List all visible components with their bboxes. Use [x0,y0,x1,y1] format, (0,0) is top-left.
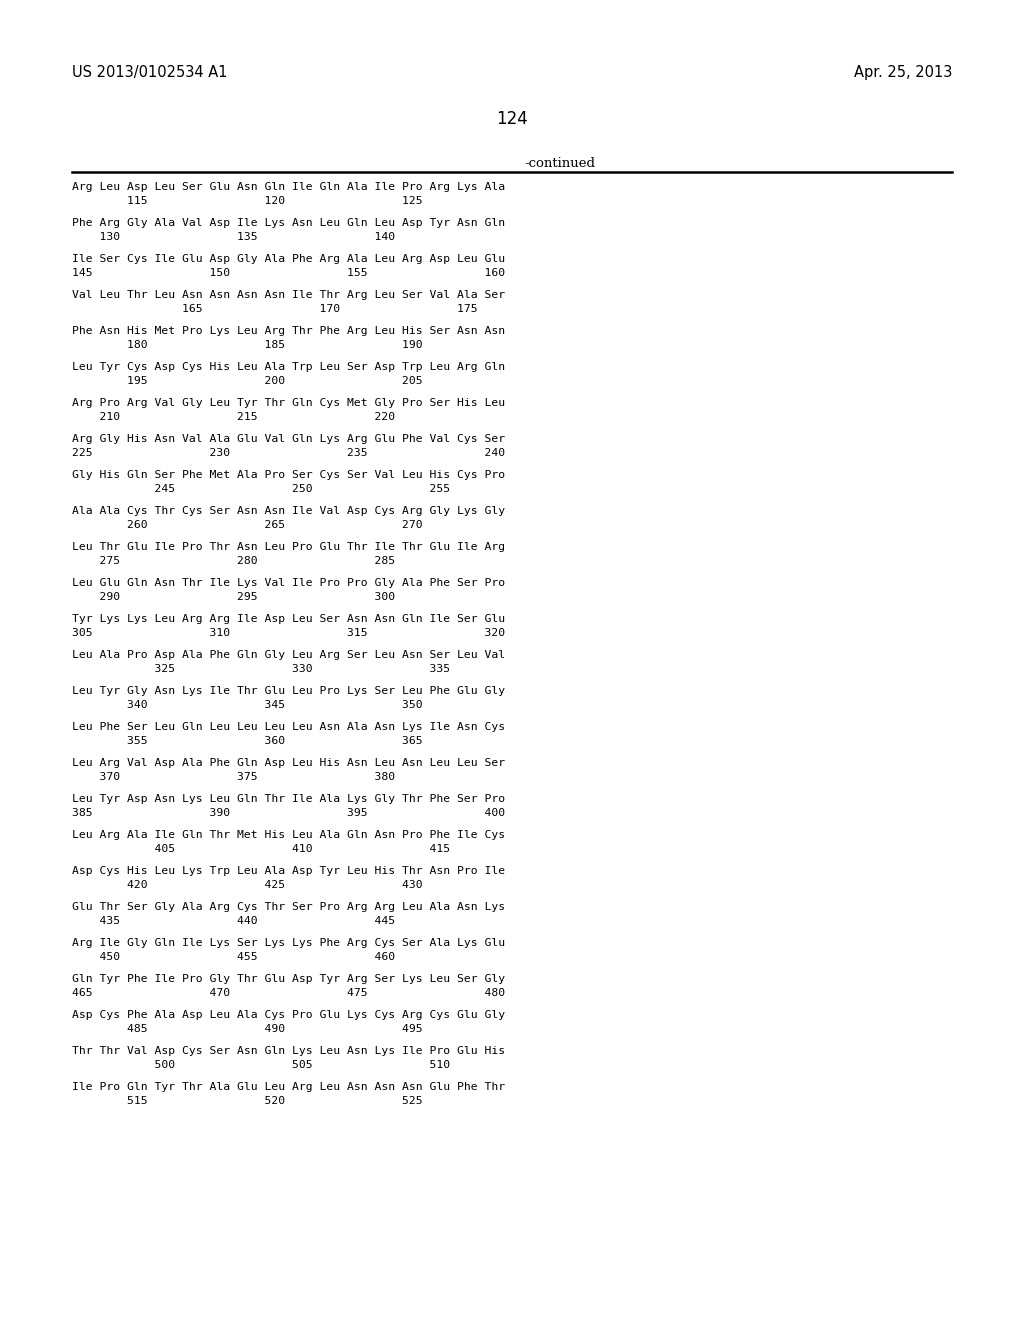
Text: Asp Cys His Leu Lys Trp Leu Ala Asp Tyr Leu His Thr Asn Pro Ile: Asp Cys His Leu Lys Trp Leu Ala Asp Tyr … [72,866,505,876]
Text: 515                 520                 525: 515 520 525 [72,1097,423,1106]
Text: -continued: -continued [524,157,596,170]
Text: Glu Thr Ser Gly Ala Arg Cys Thr Ser Pro Arg Arg Leu Ala Asn Lys: Glu Thr Ser Gly Ala Arg Cys Thr Ser Pro … [72,902,505,912]
Text: 165                 170                 175: 165 170 175 [72,305,477,314]
Text: 124: 124 [496,110,528,128]
Text: Ala Ala Cys Thr Cys Ser Asn Asn Ile Val Asp Cys Arg Gly Lys Gly: Ala Ala Cys Thr Cys Ser Asn Asn Ile Val … [72,506,505,516]
Text: Leu Ala Pro Asp Ala Phe Gln Gly Leu Arg Ser Leu Asn Ser Leu Val: Leu Ala Pro Asp Ala Phe Gln Gly Leu Arg … [72,649,505,660]
Text: 195                 200                 205: 195 200 205 [72,376,423,387]
Text: Leu Tyr Asp Asn Lys Leu Gln Thr Ile Ala Lys Gly Thr Phe Ser Pro: Leu Tyr Asp Asn Lys Leu Gln Thr Ile Ala … [72,795,505,804]
Text: 340                 345                 350: 340 345 350 [72,701,423,710]
Text: Apr. 25, 2013: Apr. 25, 2013 [854,65,952,81]
Text: Gly His Gln Ser Phe Met Ala Pro Ser Cys Ser Val Leu His Cys Pro: Gly His Gln Ser Phe Met Ala Pro Ser Cys … [72,470,505,480]
Text: 245                 250                 255: 245 250 255 [72,484,451,495]
Text: 355                 360                 365: 355 360 365 [72,737,423,747]
Text: 130                 135                 140: 130 135 140 [72,232,395,243]
Text: Ile Pro Gln Tyr Thr Ala Glu Leu Arg Leu Asn Asn Asn Glu Phe Thr: Ile Pro Gln Tyr Thr Ala Glu Leu Arg Leu … [72,1082,505,1092]
Text: 385                 390                 395                 400: 385 390 395 400 [72,808,505,818]
Text: Leu Arg Val Asp Ala Phe Gln Asp Leu His Asn Leu Asn Leu Leu Ser: Leu Arg Val Asp Ala Phe Gln Asp Leu His … [72,758,505,768]
Text: Leu Phe Ser Leu Gln Leu Leu Leu Leu Asn Ala Asn Lys Ile Asn Cys: Leu Phe Ser Leu Gln Leu Leu Leu Leu Asn … [72,722,505,733]
Text: Gln Tyr Phe Ile Pro Gly Thr Glu Asp Tyr Arg Ser Lys Leu Ser Gly: Gln Tyr Phe Ile Pro Gly Thr Glu Asp Tyr … [72,974,505,983]
Text: Arg Leu Asp Leu Ser Glu Asn Gln Ile Gln Ala Ile Pro Arg Lys Ala: Arg Leu Asp Leu Ser Glu Asn Gln Ile Gln … [72,182,505,191]
Text: 145                 150                 155                 160: 145 150 155 160 [72,268,505,279]
Text: Asp Cys Phe Ala Asp Leu Ala Cys Pro Glu Lys Cys Arg Cys Glu Gly: Asp Cys Phe Ala Asp Leu Ala Cys Pro Glu … [72,1010,505,1020]
Text: US 2013/0102534 A1: US 2013/0102534 A1 [72,65,227,81]
Text: 260                 265                 270: 260 265 270 [72,520,423,531]
Text: Leu Tyr Cys Asp Cys His Leu Ala Trp Leu Ser Asp Trp Leu Arg Gln: Leu Tyr Cys Asp Cys His Leu Ala Trp Leu … [72,362,505,372]
Text: 435                 440                 445: 435 440 445 [72,916,395,927]
Text: Arg Ile Gly Gln Ile Lys Ser Lys Lys Phe Arg Cys Ser Ala Lys Glu: Arg Ile Gly Gln Ile Lys Ser Lys Lys Phe … [72,939,505,948]
Text: Leu Tyr Gly Asn Lys Ile Thr Glu Leu Pro Lys Ser Leu Phe Glu Gly: Leu Tyr Gly Asn Lys Ile Thr Glu Leu Pro … [72,686,505,696]
Text: Val Leu Thr Leu Asn Asn Asn Asn Ile Thr Arg Leu Ser Val Ala Ser: Val Leu Thr Leu Asn Asn Asn Asn Ile Thr … [72,290,505,300]
Text: 465                 470                 475                 480: 465 470 475 480 [72,989,505,998]
Text: 225                 230                 235                 240: 225 230 235 240 [72,449,505,458]
Text: Leu Glu Gln Asn Thr Ile Lys Val Ile Pro Pro Gly Ala Phe Ser Pro: Leu Glu Gln Asn Thr Ile Lys Val Ile Pro … [72,578,505,587]
Text: 420                 425                 430: 420 425 430 [72,880,423,891]
Text: Thr Thr Val Asp Cys Ser Asn Gln Lys Leu Asn Lys Ile Pro Glu His: Thr Thr Val Asp Cys Ser Asn Gln Lys Leu … [72,1045,505,1056]
Text: 500                 505                 510: 500 505 510 [72,1060,451,1071]
Text: Leu Arg Ala Ile Gln Thr Met His Leu Ala Gln Asn Pro Phe Ile Cys: Leu Arg Ala Ile Gln Thr Met His Leu Ala … [72,830,505,840]
Text: 115                 120                 125: 115 120 125 [72,197,423,206]
Text: 485                 490                 495: 485 490 495 [72,1024,423,1035]
Text: Arg Gly His Asn Val Ala Glu Val Gln Lys Arg Glu Phe Val Cys Ser: Arg Gly His Asn Val Ala Glu Val Gln Lys … [72,434,505,444]
Text: Arg Pro Arg Val Gly Leu Tyr Thr Gln Cys Met Gly Pro Ser His Leu: Arg Pro Arg Val Gly Leu Tyr Thr Gln Cys … [72,399,505,408]
Text: 290                 295                 300: 290 295 300 [72,593,395,602]
Text: Phe Arg Gly Ala Val Asp Ile Lys Asn Leu Gln Leu Asp Tyr Asn Gln: Phe Arg Gly Ala Val Asp Ile Lys Asn Leu … [72,218,505,228]
Text: 450                 455                 460: 450 455 460 [72,953,395,962]
Text: 325                 330                 335: 325 330 335 [72,664,451,675]
Text: Leu Thr Glu Ile Pro Thr Asn Leu Pro Glu Thr Ile Thr Glu Ile Arg: Leu Thr Glu Ile Pro Thr Asn Leu Pro Glu … [72,543,505,552]
Text: Tyr Lys Lys Leu Arg Arg Ile Asp Leu Ser Asn Asn Gln Ile Ser Glu: Tyr Lys Lys Leu Arg Arg Ile Asp Leu Ser … [72,614,505,624]
Text: 275                 280                 285: 275 280 285 [72,557,395,566]
Text: Ile Ser Cys Ile Glu Asp Gly Ala Phe Arg Ala Leu Arg Asp Leu Glu: Ile Ser Cys Ile Glu Asp Gly Ala Phe Arg … [72,253,505,264]
Text: 405                 410                 415: 405 410 415 [72,845,451,854]
Text: Phe Asn His Met Pro Lys Leu Arg Thr Phe Arg Leu His Ser Asn Asn: Phe Asn His Met Pro Lys Leu Arg Thr Phe … [72,326,505,337]
Text: 305                 310                 315                 320: 305 310 315 320 [72,628,505,639]
Text: 370                 375                 380: 370 375 380 [72,772,395,783]
Text: 180                 185                 190: 180 185 190 [72,341,423,351]
Text: 210                 215                 220: 210 215 220 [72,412,395,422]
